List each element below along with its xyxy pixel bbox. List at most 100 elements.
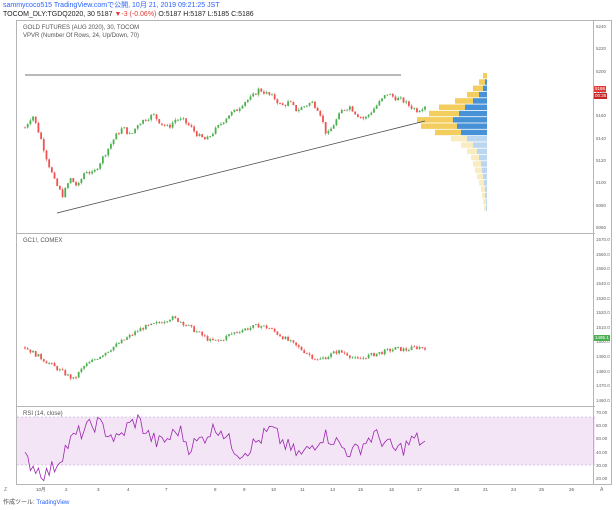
candle-body (378, 101, 381, 106)
candle-body (112, 346, 115, 351)
candle-body (303, 106, 306, 108)
candle-body (118, 133, 120, 135)
candle-body (346, 353, 349, 356)
candle-body (241, 330, 244, 333)
candle-body (93, 359, 96, 361)
vpvr-legend[interactable]: VPVR (Number Of Rows, 24, Up/Down, 70) (23, 33, 140, 39)
volume-profile-down (475, 167, 482, 173)
price-tick: 5080 (596, 202, 607, 208)
price-tick: 70.00 (596, 410, 608, 415)
volume-profile-down (451, 136, 467, 142)
candle-body (314, 101, 316, 108)
candle-body (185, 118, 187, 124)
candle-body (322, 357, 324, 359)
publish-info-text[interactable]: sammycoco515 TradingView.comで公開, 10月 21,… (3, 2, 220, 9)
rsi-chart[interactable] (17, 407, 595, 485)
candle-body (327, 131, 330, 134)
rsi-legend[interactable]: RSI (14, close) (23, 411, 63, 417)
candle-body (134, 128, 136, 134)
volume-profile-up (484, 180, 487, 186)
candle-body (305, 105, 308, 107)
candle-body (150, 114, 153, 120)
volume-profile-down (435, 129, 461, 136)
comex-pane[interactable]: GC1!, COMEX (17, 234, 595, 407)
volume-profile-down (479, 180, 484, 186)
candle-body (252, 325, 255, 328)
candle-body (212, 133, 214, 137)
candle-body (80, 179, 83, 183)
candle-body (362, 117, 365, 119)
candle-body (370, 353, 373, 355)
candle-body (174, 119, 177, 123)
candle-body (335, 119, 338, 126)
main-price-pane[interactable]: GOLD FUTURES (AUG 2020), 30, TOCOM VPVR … (17, 21, 595, 234)
price-tick: 5060 (596, 225, 607, 230)
candle-body (389, 94, 392, 95)
candle-body (112, 139, 115, 145)
rsi-pane[interactable]: RSI (14, close) (17, 407, 595, 485)
candle-body (421, 109, 424, 111)
candle-body (289, 101, 292, 103)
volume-profile-up (485, 192, 487, 199)
price-tick: 5240 (596, 24, 607, 29)
candle-body (139, 328, 142, 332)
comex-chart[interactable] (17, 234, 595, 407)
candle-body (260, 326, 263, 328)
tradingview-logo[interactable]: TradingView (36, 500, 69, 506)
candle-body (61, 189, 64, 198)
volume-profile-up (473, 142, 487, 148)
volume-profile-down (455, 98, 473, 104)
candle-body (268, 92, 271, 95)
candle-body (273, 328, 276, 332)
price-tick: 1540.0 (596, 280, 610, 286)
volume-profile-down (461, 142, 473, 148)
candle-body (271, 328, 273, 330)
auto-scale-button[interactable]: A (600, 487, 604, 493)
candle-body (281, 336, 284, 340)
candle-body (416, 346, 418, 349)
volume-profile-up (461, 129, 487, 136)
candle-body (335, 351, 338, 354)
time-axis[interactable]: 10月 2 3 4 7 8 9 10 11 14 15 16 17 18 21 24 25 26 (16, 485, 594, 497)
candle-body (169, 319, 171, 322)
support-trendline (56, 120, 426, 214)
candle-body (185, 325, 187, 326)
candle-body (40, 132, 43, 140)
candle-body (373, 108, 375, 113)
candle-body (260, 88, 263, 92)
candle-body (198, 331, 201, 333)
candle-body (340, 109, 343, 114)
volume-profile-up (479, 91, 487, 98)
candle-body (69, 178, 72, 184)
time-tick: 3 (97, 487, 100, 492)
candle-body (327, 356, 330, 360)
comex-legend[interactable]: GC1!, COMEX (23, 238, 63, 244)
candle-body (233, 332, 236, 334)
candle-body (257, 88, 260, 95)
candle-body (407, 350, 410, 351)
candle-body (99, 163, 102, 169)
time-tick: 10 (271, 487, 277, 492)
candle-body (314, 358, 316, 360)
candle-body (212, 338, 214, 341)
tradingview-brand[interactable]: TradingView (36, 500, 70, 506)
volume-profile-down (417, 117, 453, 123)
candle-body (24, 127, 26, 129)
volume-profile-down (477, 173, 483, 180)
zoom-button[interactable]: Z (4, 487, 8, 493)
candle-body (193, 126, 196, 132)
candle-body (171, 122, 174, 128)
candle-body (241, 105, 244, 109)
candle-body (198, 134, 201, 137)
volume-profile-up (465, 104, 487, 110)
candle-body (238, 108, 241, 111)
time-tick: 16 (389, 487, 395, 492)
bar-countdown-label: 00:38 (594, 93, 608, 99)
main-legend-title[interactable]: GOLD FUTURES (AUG 2020), 30, TOCOM (23, 25, 140, 31)
candle-body (161, 123, 163, 125)
main-price-chart[interactable] (17, 21, 595, 234)
symbol-name[interactable]: TOCOM_DLY:TGDQ2020, 30 (3, 11, 95, 18)
price-scale[interactable]: 5240522052005180516051405120510050805060… (593, 21, 611, 485)
candle-body (120, 128, 123, 134)
